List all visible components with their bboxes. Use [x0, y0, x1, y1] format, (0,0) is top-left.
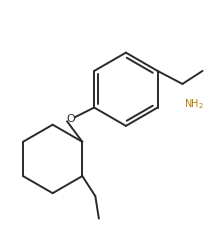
Text: NH$_2$: NH$_2$: [184, 97, 204, 111]
Text: O: O: [66, 114, 75, 124]
